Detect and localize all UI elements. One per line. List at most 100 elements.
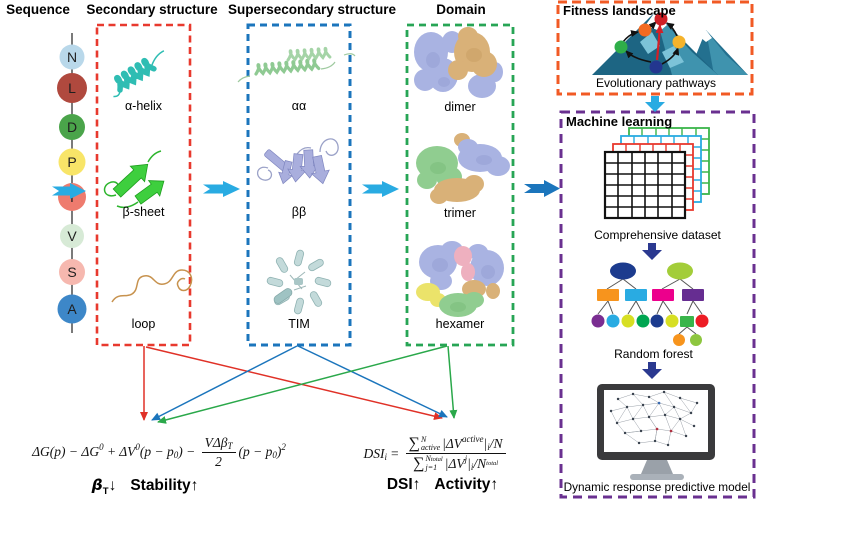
residue-circle bbox=[59, 259, 85, 285]
eq-fraction: VΔβ T 2 bbox=[201, 435, 236, 470]
sum-symbol: ∑ bbox=[413, 454, 425, 472]
supersecondary-structure-box bbox=[246, 23, 352, 347]
eq-sub: i bbox=[384, 452, 387, 462]
eq-term: DSI bbox=[363, 446, 385, 461]
forest-root-node-blue bbox=[610, 262, 636, 280]
eq-sup: N bbox=[425, 454, 431, 464]
monitor-stand bbox=[641, 460, 673, 474]
domain-box bbox=[405, 23, 515, 347]
pathway-node-green bbox=[614, 40, 628, 54]
network-graph bbox=[609, 390, 699, 447]
eq-term: | bbox=[483, 435, 488, 451]
tim-barrel-image bbox=[266, 249, 332, 315]
residue-circle bbox=[60, 224, 84, 248]
forest-subleaf bbox=[673, 334, 685, 346]
residue-letter: V bbox=[67, 228, 77, 244]
flow-arrow-2-icon bbox=[203, 181, 240, 197]
residue-letter: P bbox=[67, 154, 76, 170]
residue-letter: D bbox=[67, 119, 77, 135]
random-forest-caption: Random forest bbox=[614, 347, 693, 361]
eq-term: ) − bbox=[178, 444, 199, 459]
eq-term: ΔG(p) − ΔG bbox=[32, 444, 100, 459]
loop-image bbox=[111, 269, 193, 303]
forest-branch-node-green bbox=[680, 316, 694, 327]
forest-subleaf bbox=[690, 334, 702, 346]
eq-term: | bbox=[467, 455, 471, 471]
red-pathway-arrow bbox=[655, 24, 664, 61]
eq-term: + ΔV bbox=[103, 444, 136, 459]
grid-layer-black bbox=[603, 150, 687, 220]
flow-arrow-3-icon bbox=[362, 181, 399, 197]
eq-sub: 0 bbox=[173, 450, 179, 460]
predictive-model-caption: Dynamic response predictive model bbox=[563, 480, 751, 494]
forest-leaf bbox=[591, 314, 605, 328]
residue-circle bbox=[57, 294, 87, 324]
eq-sub: active bbox=[421, 442, 441, 452]
eq-sup-sub: total bbox=[430, 456, 443, 464]
flow-arrow-1-icon bbox=[52, 183, 86, 199]
eq-sub: 0 bbox=[272, 450, 277, 460]
forest-leaf bbox=[665, 314, 679, 328]
residue-letter: S bbox=[67, 264, 76, 280]
flow-arrow-4-icon bbox=[524, 180, 560, 197]
eq-sup: j bbox=[464, 453, 468, 464]
aa-motif-image bbox=[237, 46, 356, 83]
residue-letter: L bbox=[68, 80, 76, 96]
fitness-landscape-box bbox=[556, 0, 754, 96]
residue-circle bbox=[57, 73, 87, 103]
equals-sign: = bbox=[390, 446, 399, 461]
secondary-structure-box bbox=[95, 23, 192, 347]
eq-term: ) bbox=[276, 444, 282, 459]
eq-term: |ΔV bbox=[442, 435, 463, 451]
eq-sup: 0 bbox=[135, 442, 140, 452]
supersecondary-structure-header: Supersecondary structure bbox=[227, 2, 397, 17]
up-arrow-glyph: ↑ bbox=[490, 476, 499, 493]
tim-label: TIM bbox=[288, 317, 310, 331]
fitness-mountain-image bbox=[592, 12, 748, 75]
forest-node-purple bbox=[682, 289, 704, 301]
forest-leaf bbox=[650, 314, 664, 328]
bb-motif-label: ββ bbox=[291, 205, 307, 219]
dsi-caption: DSI↑ Activity↑ bbox=[355, 476, 530, 494]
activity-word: Activity bbox=[434, 476, 491, 493]
monitor-base bbox=[630, 474, 684, 480]
beta-sheet-label: β-sheet bbox=[122, 205, 165, 219]
forest-node-magenta bbox=[652, 289, 674, 301]
dimer-image bbox=[414, 27, 503, 98]
comprehensive-dataset-caption: Comprehensive dataset bbox=[594, 228, 721, 242]
forest-leaf bbox=[606, 314, 620, 328]
up-arrow-glyph: ↑ bbox=[412, 476, 421, 493]
down-arrow-dataset-to-forest-icon bbox=[642, 243, 662, 260]
down-arrow-forest-to-model-icon bbox=[642, 362, 662, 379]
eq-term: (p − p bbox=[139, 444, 174, 459]
alpha-helix-label: α-helix bbox=[124, 99, 163, 113]
eq-sub: T bbox=[227, 440, 233, 451]
dsi-word: DSI bbox=[386, 476, 413, 493]
beta-subscript: T bbox=[102, 486, 109, 497]
evolutionary-pathways-caption: Evolutionary pathways bbox=[595, 76, 717, 90]
dataset-grid-stack bbox=[603, 127, 710, 220]
residue-circle bbox=[59, 114, 85, 140]
residue-circle bbox=[58, 148, 86, 176]
eq-term: (p − p bbox=[238, 444, 273, 459]
trimer-label: trimer bbox=[444, 206, 476, 220]
residue-letter: N bbox=[67, 49, 77, 65]
forest-node-lightblue bbox=[625, 289, 647, 301]
eq-term: |ΔV bbox=[444, 455, 465, 471]
forest-node-orange bbox=[597, 289, 619, 301]
eq-sub: total bbox=[486, 460, 499, 468]
residue-circle bbox=[59, 44, 85, 70]
eq-sub: i bbox=[470, 461, 474, 472]
stability-caption: βT↓ Stability↑ bbox=[40, 476, 250, 497]
hexamer-label: hexamer bbox=[435, 317, 485, 331]
beta-sheet-image bbox=[103, 150, 165, 209]
random-forest-diagram bbox=[591, 262, 709, 346]
trimer-image bbox=[416, 133, 510, 204]
sum-symbol: ∑ bbox=[408, 434, 421, 452]
machine-learning-title: Machine learning bbox=[566, 114, 673, 129]
pathway-node-blue bbox=[649, 60, 663, 74]
